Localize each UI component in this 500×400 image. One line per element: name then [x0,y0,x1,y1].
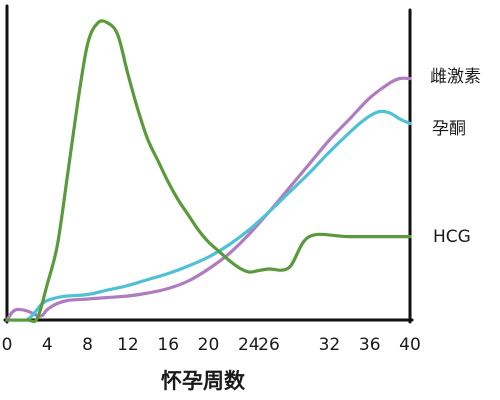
x-tick-label: 16 [157,335,179,355]
x-tick-label: 0 [2,335,13,355]
series-lines [5,19,412,324]
x-tick-label: 40 [399,335,421,355]
series-line-hcg [5,19,412,324]
series-label-progesterone: 孕酮 [432,119,466,139]
series-label-hcg: HCG [433,227,471,247]
axes [3,4,414,324]
x-tick-label: 12 [117,335,139,355]
series-line-estrogen [5,76,412,322]
series-label-estrogen: 雌激素 [430,67,481,87]
x-tick-label: 24 [238,335,260,355]
x-tick-label: 4 [42,335,53,355]
x-axis-title: 怀孕周数 [161,369,246,393]
x-tick-label: 8 [82,335,93,355]
series-line-progesterone [25,109,412,322]
x-tick-label: 26 [258,335,280,355]
x-tick-label: 36 [359,335,381,355]
x-tick-label: 32 [319,335,341,355]
x-tick-label: 20 [198,335,220,355]
